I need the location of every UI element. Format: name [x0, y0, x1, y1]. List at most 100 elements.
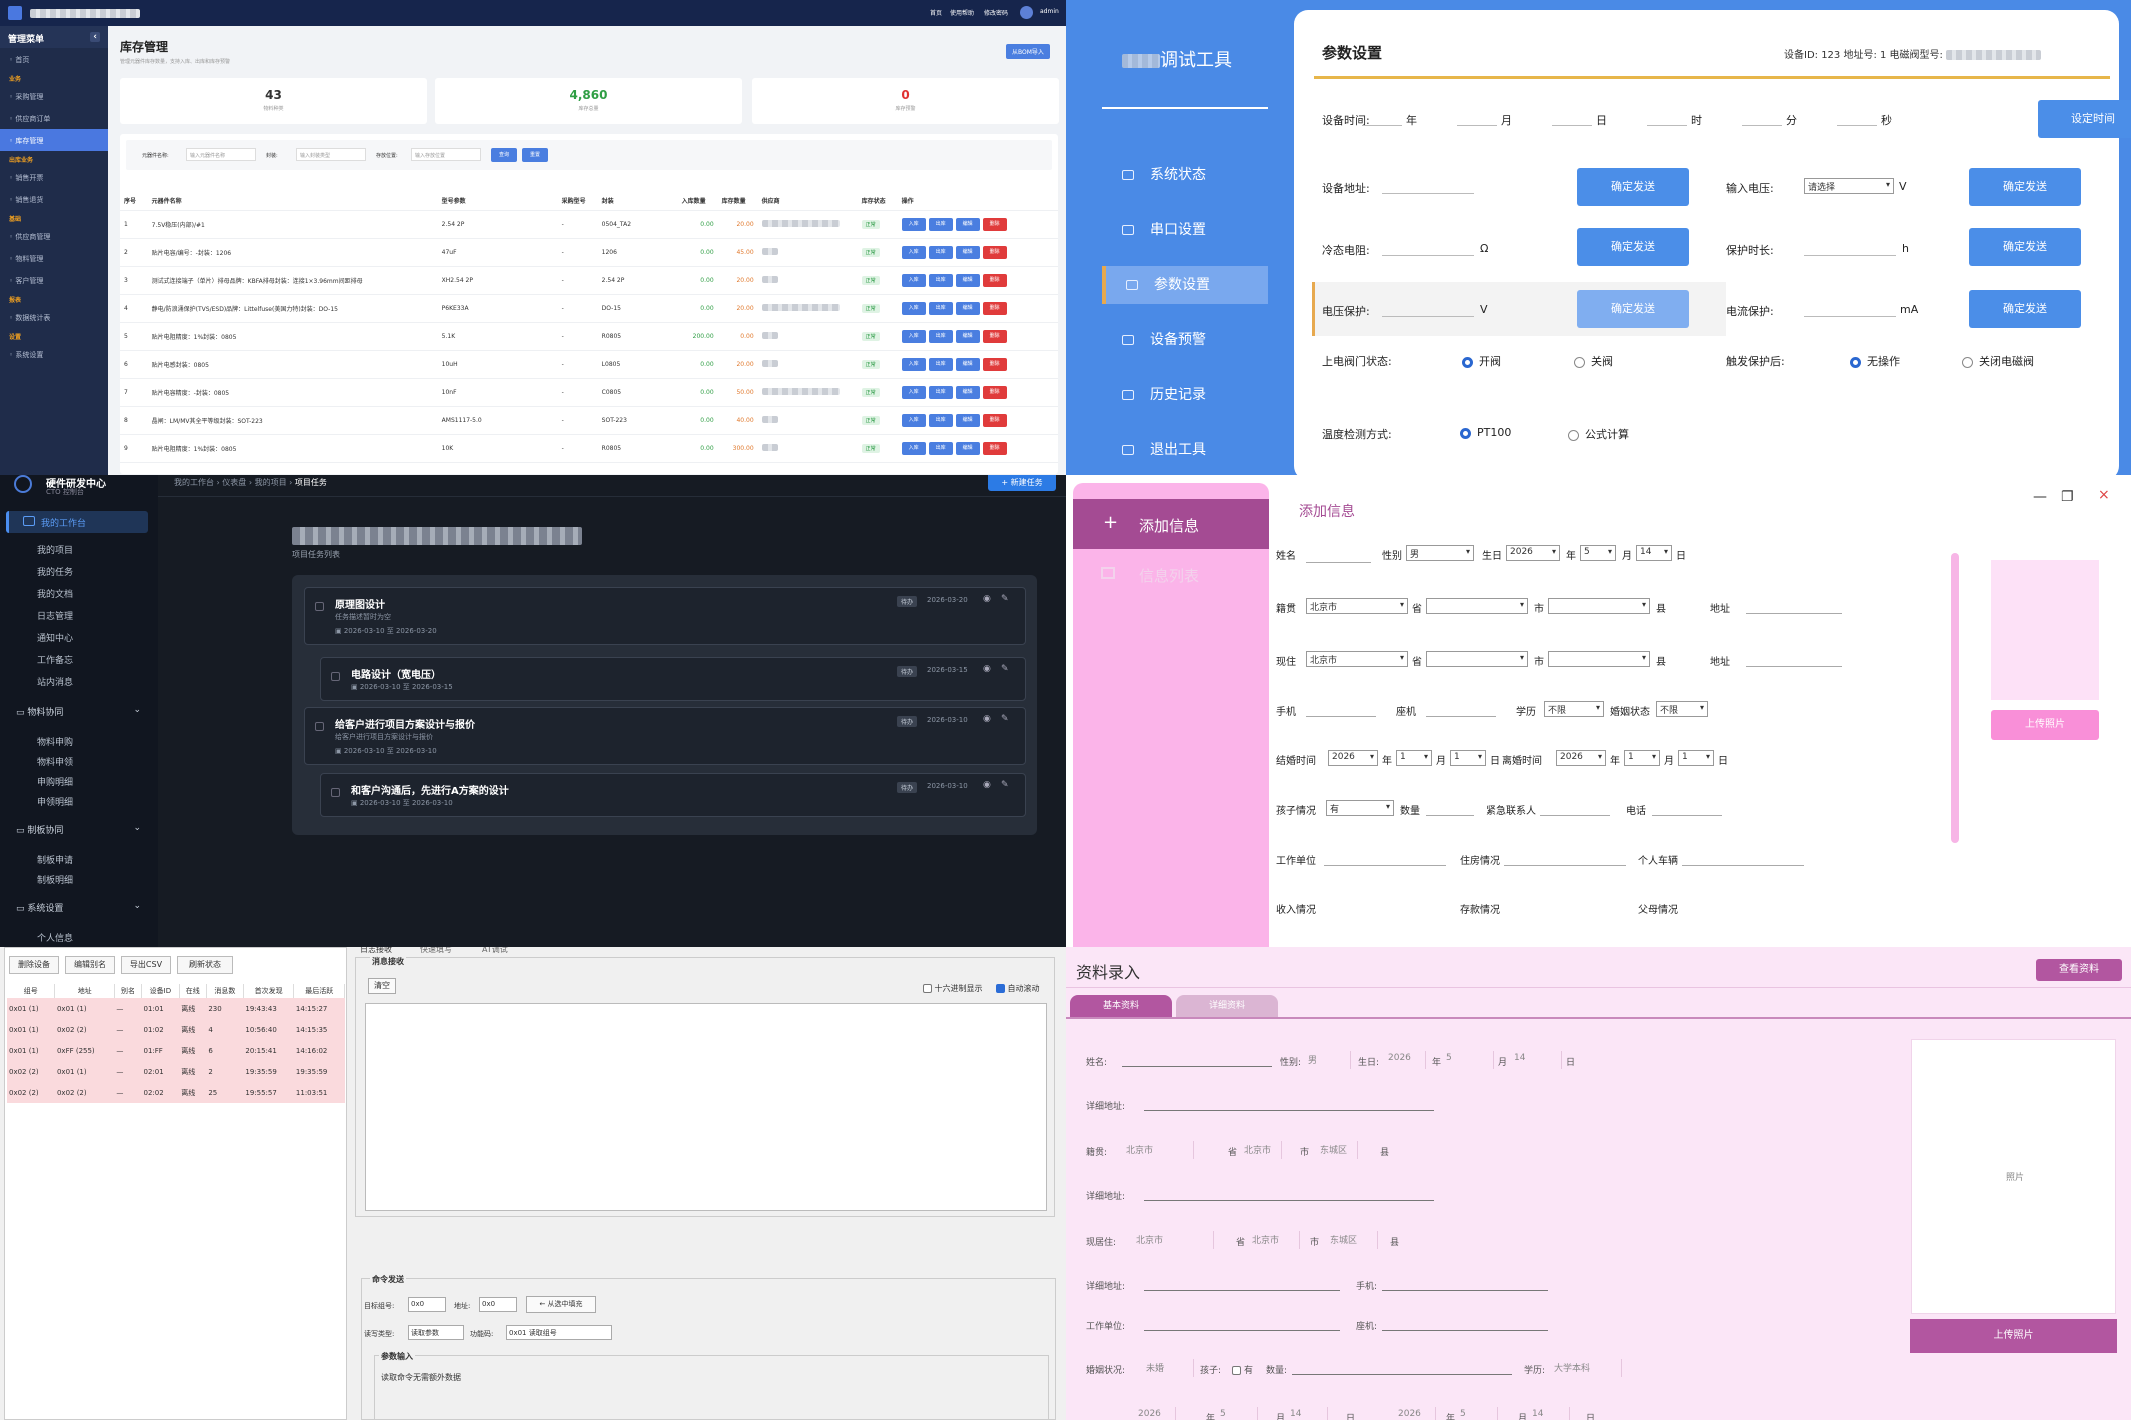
- bottom-year2-field[interactable]: 2026: [1396, 1407, 1436, 1420]
- collapse-icon[interactable]: ‹: [90, 32, 100, 42]
- origin-province-field[interactable]: 北京市: [1242, 1141, 1282, 1159]
- divorce-year-select[interactable]: 2026: [1556, 750, 1606, 766]
- column-header[interactable]: 型号参数: [437, 192, 558, 211]
- row-action-button[interactable]: 入库: [901, 273, 926, 287]
- upload-photo-button[interactable]: 上传照片: [1910, 1319, 2117, 1353]
- row-action-button[interactable]: 出库: [928, 413, 953, 427]
- column-header[interactable]: 设备ID: [141, 984, 180, 998]
- birth-month-field[interactable]: 5: [1444, 1051, 1494, 1069]
- task-checkbox[interactable]: [315, 602, 324, 611]
- housing-input[interactable]: [1504, 850, 1626, 866]
- row-action-button[interactable]: 编辑: [955, 273, 980, 287]
- task-card[interactable]: 原理图设计 任务描述暂时为空 ▣ 2026-03-10 至 2026-03-20 待办…: [304, 587, 1026, 645]
- table-row[interactable]: 0x01 (1) 0x02 (2) —01:02 离线 4 10:56:40 14:15:3…: [7, 1019, 345, 1040]
- current-protect-input[interactable]: [1804, 301, 1896, 317]
- address-spinbox[interactable]: 0x0: [479, 1297, 517, 1312]
- current-city-field[interactable]: 北京市: [1134, 1231, 1214, 1249]
- bottom-year-field[interactable]: 2026: [1136, 1407, 1176, 1420]
- column-header[interactable]: 入库数量: [677, 192, 718, 211]
- time-input[interactable]: [1362, 110, 1402, 126]
- nav-item[interactable]: 我的项目: [37, 546, 74, 556]
- row-action-button[interactable]: 编辑: [955, 217, 980, 231]
- valve-close-radio[interactable]: 关阀: [1574, 353, 1613, 369]
- protect-duration-input[interactable]: [1804, 240, 1896, 256]
- table-row[interactable]: 0x02 (2) 0x01 (1) —02:01 离线 2 19:35:59 19:35:5…: [7, 1061, 345, 1082]
- column-header[interactable]: 库存状态: [857, 192, 898, 211]
- column-header[interactable]: 消息数: [206, 984, 244, 998]
- row-action-button[interactable]: 出库: [928, 441, 953, 455]
- send-voltage-protect-button[interactable]: 确定发送: [1577, 290, 1689, 328]
- cold-resistance-input[interactable]: [1382, 240, 1474, 256]
- emergency-contact-input[interactable]: [1540, 800, 1610, 816]
- send-address-button[interactable]: 确定发送: [1577, 168, 1689, 206]
- edit-alias-button[interactable]: 编辑别名: [65, 956, 115, 974]
- education-field[interactable]: 大学本科: [1552, 1359, 1622, 1377]
- home-link[interactable]: 首页: [930, 10, 943, 17]
- tab-log-recv[interactable]: 日志接收: [360, 947, 392, 954]
- detail-address-input[interactable]: [1144, 1095, 1434, 1111]
- filter-name-input[interactable]: 输入元器件名称: [186, 148, 256, 161]
- marital-field[interactable]: 未婚: [1144, 1359, 1194, 1377]
- change-password-link[interactable]: 修改密码: [984, 10, 1009, 17]
- nav-exit[interactable]: 退出工具: [1102, 431, 1268, 469]
- row-action-button[interactable]: 入库: [901, 413, 926, 427]
- autoscroll-checkbox[interactable]: 自动滚动: [996, 983, 1040, 994]
- marital-select[interactable]: 不限: [1656, 701, 1708, 717]
- row-action-button[interactable]: 编辑: [955, 329, 980, 343]
- birth-day-field[interactable]: 14: [1512, 1051, 1562, 1069]
- current-district-field[interactable]: 东城区: [1328, 1231, 1378, 1249]
- birth-year-select[interactable]: 2026: [1506, 545, 1560, 561]
- landline-input[interactable]: [1426, 701, 1496, 717]
- gender-select[interactable]: 男: [1406, 545, 1474, 561]
- name-input[interactable]: [1122, 1051, 1272, 1067]
- origin-detail-address-input[interactable]: [1144, 1185, 1434, 1201]
- sidebar-item[interactable]: ◦ 数据统计表: [0, 306, 108, 328]
- row-action-button[interactable]: 入库: [901, 329, 926, 343]
- view-icon[interactable]: ◉: [983, 594, 991, 604]
- birth-month-select[interactable]: 5: [1580, 545, 1616, 561]
- temp-formula-radio[interactable]: 公式计算: [1568, 426, 1629, 442]
- name-input[interactable]: [1306, 547, 1371, 563]
- row-action-button[interactable]: 删除: [982, 413, 1007, 427]
- current-city-select[interactable]: 北京市: [1306, 651, 1408, 667]
- task-card[interactable]: 电路设计（宽电压） ▣ 2026-03-10 至 2026-03-15 待办 2026…: [320, 657, 1026, 701]
- column-header[interactable]: 在线: [179, 984, 207, 998]
- nav-monitor[interactable]: 系统状态: [1102, 156, 1268, 194]
- sidebar-item[interactable]: ◦ 客户管理: [0, 269, 108, 291]
- row-action-button[interactable]: 删除: [982, 273, 1007, 287]
- nav-group-docs[interactable]: ▭ 制板协同 ⌄: [16, 823, 141, 836]
- time-input[interactable]: [1647, 110, 1687, 126]
- receive-log-area[interactable]: [365, 1003, 1047, 1211]
- row-action-button[interactable]: 出库: [928, 245, 953, 259]
- time-input[interactable]: [1457, 110, 1497, 126]
- refresh-status-button[interactable]: 刷新状态: [177, 956, 233, 974]
- work-unit-input[interactable]: [1324, 850, 1446, 866]
- sidebar-item[interactable]: ◦ 销售开票: [0, 166, 108, 188]
- help-link[interactable]: 使用帮助: [950, 10, 975, 17]
- table-row[interactable]: 8 晶闸：LM/MV其全平等级封装：SOT-223 AMS1117-5.0- SOT-…: [120, 406, 1058, 435]
- device-address-input[interactable]: [1382, 178, 1474, 194]
- row-action-button[interactable]: 编辑: [955, 245, 980, 259]
- column-header[interactable]: 最后活跃: [293, 984, 345, 998]
- view-icon[interactable]: ◉: [983, 714, 991, 724]
- send-protect-duration-button[interactable]: 确定发送: [1969, 228, 2081, 266]
- row-action-button[interactable]: 入库: [901, 441, 926, 455]
- sidebar-item[interactable]: ◦ 系统设置: [0, 343, 108, 365]
- rw-type-select[interactable]: 读取参数: [408, 1325, 464, 1340]
- has-children-checkbox[interactable]: 有: [1232, 1363, 1253, 1376]
- target-group-spinbox[interactable]: 0x0: [408, 1297, 446, 1312]
- car-input[interactable]: [1682, 850, 1804, 866]
- tab-at-debug[interactable]: AT调试: [482, 947, 508, 954]
- nav-item[interactable]: 站内消息: [37, 678, 74, 688]
- children-select[interactable]: 有: [1326, 800, 1394, 816]
- row-action-button[interactable]: 编辑: [955, 385, 980, 399]
- column-header[interactable]: 元器件名称: [147, 192, 438, 211]
- marry-year-select[interactable]: 2026: [1328, 750, 1378, 766]
- landline-input[interactable]: [1382, 1315, 1548, 1331]
- time-input[interactable]: [1552, 110, 1592, 126]
- bottom-month-field[interactable]: 5: [1218, 1407, 1258, 1420]
- row-action-button[interactable]: 删除: [982, 357, 1007, 371]
- origin-city-field[interactable]: 北京市: [1124, 1141, 1194, 1159]
- import-bom-button[interactable]: 从BOM导入: [1006, 44, 1050, 59]
- row-action-button[interactable]: 删除: [982, 385, 1007, 399]
